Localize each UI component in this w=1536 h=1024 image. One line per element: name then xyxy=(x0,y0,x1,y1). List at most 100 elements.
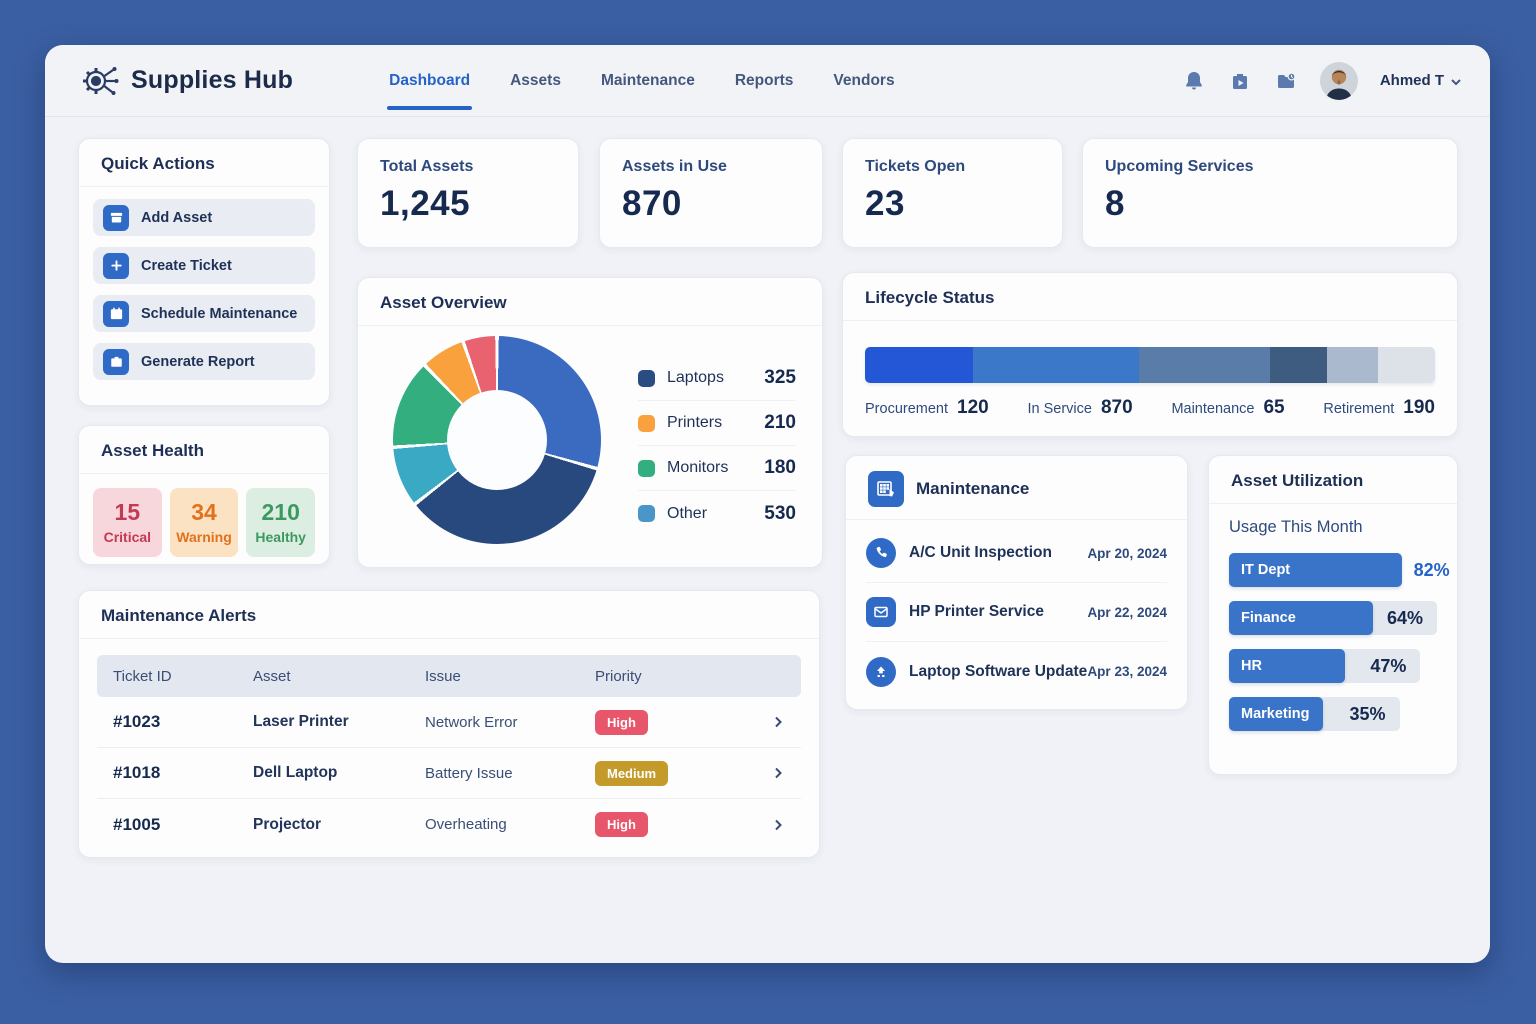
utilization-bar-it: IT Dept xyxy=(1229,553,1402,587)
create-ticket-label: Create Ticket xyxy=(141,257,232,274)
mail-icon xyxy=(866,597,896,627)
health-tile-critical: 15 Critical xyxy=(93,488,162,557)
nav-assets[interactable]: Assets xyxy=(510,71,561,89)
asset-health-card: Asset Health 15 Critical 34 Warning 210 … xyxy=(78,425,330,565)
table-row[interactable]: #1023 Laser Printer Network Error High xyxy=(97,697,801,748)
legend-dot xyxy=(638,459,655,477)
utilization-row: HR 47% xyxy=(1229,649,1437,683)
asset-utilization-card: Asset Utilization Usage This Month IT De… xyxy=(1208,455,1458,775)
lifecycle-bar xyxy=(865,347,1435,383)
quick-actions-title: Quick Actions xyxy=(101,154,215,173)
arrow-up-icon xyxy=(866,656,896,687)
alerts-title: Maintenance Alerts xyxy=(101,606,257,625)
alerts-table-header: Ticket ID Asset Issue Priority xyxy=(97,655,801,697)
maintenance-item[interactable]: A/C Unit Inspection Apr 20, 2024 xyxy=(866,524,1167,583)
lifecycle-labels: Procurement 120 In Service 870 Maintenance… xyxy=(865,397,1435,419)
legend-dot xyxy=(638,505,655,522)
kpi-assets-in-use: Assets in Use 870 xyxy=(599,138,823,248)
utilization-subtitle: Usage This Month xyxy=(1229,518,1363,536)
utilization-row: Finance 64% xyxy=(1229,601,1437,635)
folder-clock-icon[interactable] xyxy=(1274,69,1298,93)
lifecycle-segment xyxy=(973,347,1139,383)
add-asset-label: Add Asset xyxy=(141,209,213,226)
utilization-bar-marketing: Marketing xyxy=(1229,697,1323,731)
utilization-bar-hr: HR xyxy=(1229,649,1346,683)
lifecycle-stage-maintenance: Maintenance 65 xyxy=(1171,397,1285,418)
avatar[interactable] xyxy=(1319,61,1358,100)
priority-badge: Medium xyxy=(595,760,669,786)
user-name: Ahmed T xyxy=(1379,72,1444,89)
phone-icon xyxy=(866,538,896,568)
utilization-pct: 47% xyxy=(1370,655,1407,676)
kpi-total-assets: Total Assets 1,245 xyxy=(357,138,579,248)
gear-circuit-logo-icon xyxy=(79,60,121,102)
asset-overview-card: Asset Overview Laptops 325 Printers 210 … xyxy=(357,277,823,568)
lifecycle-stage-retirement: Retirement 190 xyxy=(1323,397,1435,418)
brand: Supplies Hub xyxy=(79,60,293,102)
nav-vendors[interactable]: Vendors xyxy=(833,71,895,89)
legend-item-other: Other 530 xyxy=(638,491,796,536)
asset-overview-donut xyxy=(393,336,601,544)
calendar-icon xyxy=(103,300,129,327)
asset-overview-legend: Laptops 325 Printers 210 Monitors 180 Ot… xyxy=(638,356,796,536)
app-window: Supplies Hub Dashboard Assets Maintenanc… xyxy=(45,45,1490,963)
utilization-title: Asset Utilization xyxy=(1231,471,1364,490)
legend-item-monitors: Monitors 180 xyxy=(638,446,796,491)
chevron-right-icon[interactable] xyxy=(771,715,785,729)
chevron-right-icon[interactable] xyxy=(771,766,785,780)
box-icon xyxy=(103,204,129,231)
lifecycle-status-card: Lifecycle Status Procurement 120 In Servi… xyxy=(842,272,1458,437)
create-ticket-button[interactable]: Create Ticket xyxy=(93,247,315,284)
utilization-pct: 35% xyxy=(1349,703,1386,724)
quick-actions-card: Quick Actions Add Asset Create Ticket Sc… xyxy=(78,138,330,406)
grid-doc-icon xyxy=(868,471,904,507)
lifecycle-segment xyxy=(1377,347,1435,383)
briefcase-icon xyxy=(103,348,129,375)
generate-report-button[interactable]: Generate Report xyxy=(93,343,315,380)
main-nav: Dashboard Assets Maintenance Reports Ven… xyxy=(387,45,895,116)
nav-maintenance[interactable]: Maintenance xyxy=(600,71,695,89)
table-row[interactable]: #1018 Dell Laptop Battery Issue Medium xyxy=(97,748,801,799)
health-tile-warning: 34 Warning xyxy=(169,488,239,557)
priority-badge: High xyxy=(595,709,648,735)
lifecycle-stage-procurement: Procurement 120 xyxy=(865,397,989,418)
nav-dashboard[interactable]: Dashboard xyxy=(387,45,473,116)
briefcase-play-icon[interactable] xyxy=(1228,69,1252,93)
maintenance-card: Manintenance A/C Unit Inspection Apr 20,… xyxy=(845,455,1188,710)
legend-dot xyxy=(638,414,655,432)
schedule-maintenance-label: Schedule Maintenance xyxy=(141,305,298,322)
top-navbar: Supplies Hub Dashboard Assets Maintenanc… xyxy=(45,45,1490,117)
asset-health-title: Asset Health xyxy=(101,441,204,460)
utilization-row: Marketing 35% xyxy=(1229,697,1437,731)
bell-icon[interactable] xyxy=(1182,69,1206,93)
lifecycle-segment xyxy=(865,347,974,383)
kpi-tickets-open: Tickets Open 23 xyxy=(842,138,1063,248)
lifecycle-title: Lifecycle Status xyxy=(865,288,995,307)
app-title: Supplies Hub xyxy=(131,66,294,94)
maintenance-item[interactable]: Laptop Software Update Apr 23, 2024 xyxy=(866,642,1167,701)
schedule-maintenance-button[interactable]: Schedule Maintenance xyxy=(93,295,315,332)
lifecycle-segment xyxy=(1138,347,1270,383)
maintenance-title: Manintenance xyxy=(916,479,1030,498)
health-tile-healthy: 210 Healthy xyxy=(246,488,316,557)
lifecycle-segment xyxy=(1269,347,1327,383)
maintenance-alerts-card: Maintenance Alerts Ticket ID Asset Issue… xyxy=(78,590,820,858)
lifecycle-segment xyxy=(1326,347,1378,383)
chevron-right-icon[interactable] xyxy=(771,818,785,832)
chevron-down-icon xyxy=(1450,75,1462,87)
plus-icon xyxy=(103,252,129,279)
lifecycle-stage-in-service: In Service 870 xyxy=(1027,397,1133,418)
utilization-pct: 82% xyxy=(1413,559,1450,580)
priority-badge: High xyxy=(595,812,648,837)
maintenance-item[interactable]: HP Printer Service Apr 22, 2024 xyxy=(866,583,1167,642)
user-menu[interactable]: Ahmed T xyxy=(1380,72,1462,89)
nav-reports[interactable]: Reports xyxy=(734,71,794,89)
table-row[interactable]: #1005 Projector Overheating High xyxy=(97,799,801,850)
alerts-table: Ticket ID Asset Issue Priority #1023 Las… xyxy=(97,655,801,850)
add-asset-button[interactable]: Add Asset xyxy=(93,199,315,236)
legend-dot xyxy=(638,369,655,387)
kpi-upcoming-services: Upcoming Services 8 xyxy=(1082,138,1458,248)
utilization-row: IT Dept 82% xyxy=(1229,553,1450,587)
utilization-bar-finance: Finance xyxy=(1229,601,1373,635)
generate-report-label: Generate Report xyxy=(141,353,255,370)
